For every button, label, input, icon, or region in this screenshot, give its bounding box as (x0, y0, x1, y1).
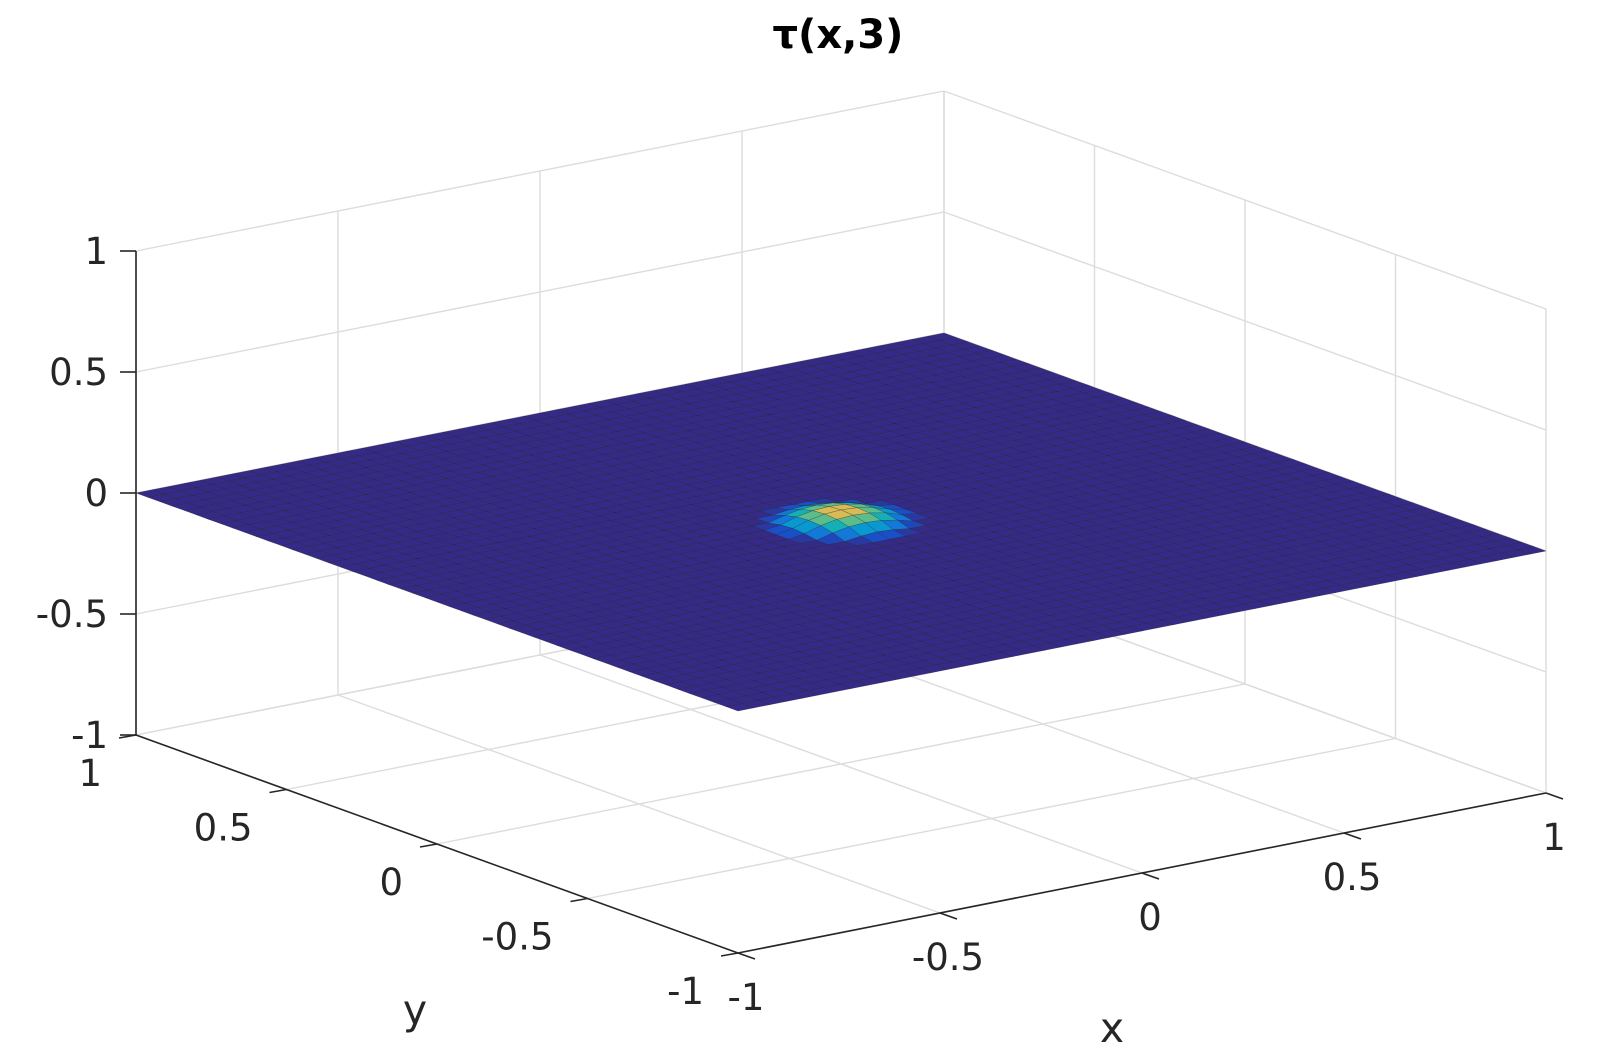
floor-gridline-y (436, 683, 1246, 845)
y-tick-label: 0 (379, 861, 403, 904)
x-tick-label: 0.5 (1323, 856, 1382, 899)
z-tick-label: 0 (84, 472, 108, 515)
x-tick (1343, 832, 1362, 840)
x-tick-label: -1 (728, 976, 765, 1019)
y-tick-label: 1 (78, 752, 102, 795)
z-tick-label: -0.5 (36, 593, 108, 636)
chart-title: τ(x,3) (773, 12, 904, 58)
y-tick-label: 0.5 (194, 807, 253, 850)
y-tick (570, 897, 588, 903)
side-wall-gridline-z (943, 90, 1547, 310)
tick-labels: -1-0.500.51-1-0.500.51-1-0.500.51 (36, 230, 1566, 1019)
z-tick-label: -1 (71, 714, 108, 757)
x-tick (737, 952, 756, 960)
x-tick-label: 1 (1542, 816, 1566, 859)
surface-cell (725, 703, 756, 712)
x-tick (1545, 792, 1564, 800)
y-tick (419, 843, 438, 848)
surface-mesh (135, 332, 1547, 712)
y-tick (269, 788, 287, 794)
x-tick-label: -0.5 (912, 936, 984, 979)
y-tick-label: -1 (667, 970, 704, 1013)
side-wall-gridline-z (943, 211, 1547, 431)
back-wall-gridline-z (135, 90, 945, 252)
y-tick (720, 952, 739, 957)
z-tick-label: 0.5 (49, 351, 108, 394)
z-tick-label: 1 (84, 230, 108, 273)
y-axis-label: y (403, 986, 427, 1034)
y-tick-label: -0.5 (481, 916, 553, 959)
back-wall-gridline-z (135, 211, 945, 373)
x-axis-label: x (1100, 1004, 1124, 1050)
x-tick (939, 912, 958, 920)
x-tick-label: 0 (1138, 896, 1162, 939)
floor-gridline-y (587, 737, 1396, 900)
x-tick (1141, 872, 1160, 880)
